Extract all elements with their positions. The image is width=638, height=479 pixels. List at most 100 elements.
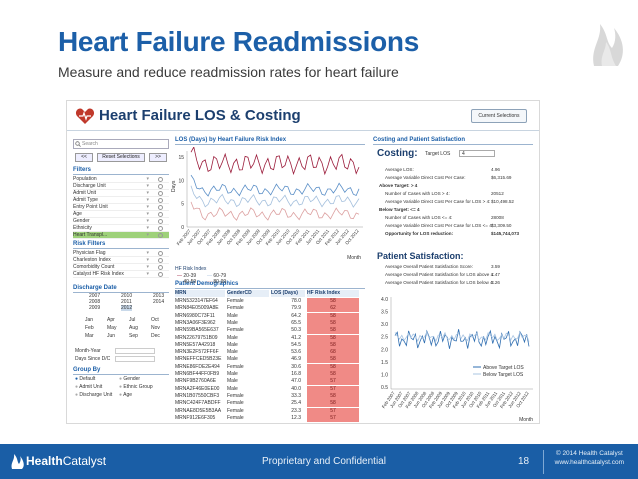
website-link[interactable]: www.healthcatalyst.com: [554, 459, 624, 466]
group-by-option[interactable]: ● Gender: [119, 376, 140, 382]
month-option[interactable]: Jan: [85, 317, 94, 323]
group-by-option[interactable]: ● Default: [75, 376, 95, 382]
legend-label: Above Target LOS: [483, 365, 524, 371]
current-selections-button[interactable]: Current Selections: [471, 109, 527, 123]
chevron-down-icon[interactable]: ▾: [146, 257, 149, 263]
satisfaction-value: 3.59: [491, 264, 500, 269]
radio-icon[interactable]: [158, 233, 163, 238]
radio-icon[interactable]: [158, 265, 163, 270]
month-option[interactable]: Dec: [151, 333, 160, 339]
filter-row[interactable]: Ethnicity ▾: [73, 225, 169, 232]
radio-icon[interactable]: [158, 184, 163, 189]
risk-filter-row[interactable]: Charleston Index ▾: [73, 257, 169, 264]
year-option[interactable]: 2007: [89, 293, 101, 299]
year-option[interactable]: 2013: [153, 293, 165, 299]
risk-filter-row[interactable]: Comorbidity Count ▾: [73, 264, 169, 271]
radio-icon[interactable]: [158, 205, 163, 210]
month-option[interactable]: Sep: [129, 333, 138, 339]
forward-button[interactable]: >>: [149, 153, 167, 162]
legend-label: 20-39: [183, 273, 197, 279]
radio-icon: ●: [75, 392, 80, 398]
costing-header: Costing and Patient Satisfaction: [373, 137, 533, 145]
los-series-line: [190, 185, 360, 208]
month-option[interactable]: Apr: [107, 317, 115, 323]
month-option[interactable]: Aug: [129, 325, 138, 331]
costing-label: Number of Cases with LOS > 4:: [385, 191, 450, 196]
risk-filter-label: Physician Flag: [73, 250, 106, 256]
radio-icon[interactable]: [158, 251, 163, 256]
radio-icon[interactable]: [158, 219, 163, 224]
chevron-down-icon[interactable]: ▾: [146, 271, 149, 277]
chevron-down-icon[interactable]: ▾: [146, 232, 149, 238]
month-year-field[interactable]: [115, 348, 155, 354]
search-input[interactable]: Search: [73, 139, 169, 149]
filter-row[interactable]: Admit Unit ▾: [73, 190, 169, 197]
risk-filter-row[interactable]: Physician Flag ▾: [73, 250, 169, 257]
year-option[interactable]: 2011: [121, 299, 132, 305]
table-header[interactable]: HF Risk Index: [307, 290, 359, 297]
radio-icon[interactable]: [158, 212, 163, 217]
table-cell: MRN84E05009A8E: [175, 305, 219, 312]
y-tick-label: 1.5: [381, 360, 388, 366]
risk-filter-row[interactable]: Catalyst HF Risk Index ▾: [73, 271, 169, 278]
chevron-down-icon[interactable]: ▾: [146, 176, 149, 182]
satisfaction-label: Average Overall Patient Satisfaction for…: [385, 272, 495, 277]
month-option[interactable]: Jul: [129, 317, 136, 323]
target-los-input[interactable]: 4: [459, 150, 495, 157]
radio-icon[interactable]: [158, 177, 163, 182]
chevron-down-icon[interactable]: ▾: [146, 190, 149, 196]
table-cell: 58: [307, 371, 359, 378]
table-cell: 65.5: [291, 319, 301, 326]
month-option[interactable]: Feb: [85, 325, 94, 331]
chevron-down-icon[interactable]: ▾: [146, 218, 149, 224]
year-option[interactable]: 2008: [89, 299, 101, 305]
y-tick-label: 3.0: [381, 322, 388, 328]
filter-row[interactable]: Discharge Unit ▾: [73, 183, 169, 190]
filter-row[interactable]: Heart Transpl... ▾: [73, 232, 169, 239]
radio-icon[interactable]: [158, 191, 163, 196]
radio-icon[interactable]: [158, 258, 163, 263]
year-option[interactable]: 2010: [121, 293, 133, 299]
table-header[interactable]: LOS (Days): [271, 290, 305, 297]
chevron-down-icon[interactable]: ▾: [146, 225, 149, 231]
chevron-down-icon[interactable]: ▾: [146, 183, 149, 189]
table-cell: Female: [227, 392, 244, 399]
month-option[interactable]: Mar: [85, 333, 94, 339]
table-cell: 58: [307, 312, 359, 320]
reset-selections-button[interactable]: Reset Selections: [97, 153, 145, 162]
chevron-down-icon[interactable]: ▾: [146, 211, 149, 217]
confidential-label: Proprietary and Confidential: [262, 456, 386, 467]
costing-label: Below Target: <= 4: [379, 207, 420, 212]
month-option[interactable]: May: [107, 325, 117, 331]
radio-icon[interactable]: [158, 272, 163, 277]
chevron-down-icon[interactable]: ▾: [146, 250, 149, 256]
filter-row[interactable]: Age ▾: [73, 211, 169, 218]
chevron-down-icon[interactable]: ▾: [146, 197, 149, 203]
x-axis-label: Month: [347, 255, 361, 261]
legend-label: Below Target LOS: [483, 372, 524, 378]
year-option[interactable]: 2014: [153, 299, 165, 305]
satisfaction-label: Average Overall Patient Satisfaction for…: [385, 280, 494, 285]
filter-row[interactable]: Entry Point Unit ▾: [73, 204, 169, 211]
table-header[interactable]: MRN: [175, 290, 225, 297]
chevron-down-icon[interactable]: ▾: [146, 204, 149, 210]
days-since-field[interactable]: [115, 356, 155, 362]
radio-icon[interactable]: [158, 198, 163, 203]
filter-row[interactable]: Gender ▾: [73, 218, 169, 225]
month-option[interactable]: Jun: [107, 333, 116, 339]
radio-icon[interactable]: [158, 226, 163, 231]
month-option[interactable]: Oct: [151, 317, 159, 323]
filter-row[interactable]: Population ▾: [73, 176, 169, 183]
group-by-option[interactable]: ● Age: [119, 392, 132, 398]
table-header[interactable]: GenderCD: [227, 290, 269, 297]
year-option[interactable]: 2012: [121, 305, 133, 311]
filter-row[interactable]: Admit Type ▾: [73, 197, 169, 204]
group-by-option[interactable]: ● Admit Unit: [75, 384, 102, 390]
year-option[interactable]: 2009: [89, 305, 101, 311]
chevron-down-icon[interactable]: ▾: [146, 264, 149, 270]
group-by-option[interactable]: ● Discharge Unit: [75, 392, 112, 398]
group-by-option[interactable]: ● Ethnic Group: [119, 384, 153, 390]
month-option[interactable]: Nov: [151, 325, 160, 331]
back-button[interactable]: <<: [75, 153, 93, 162]
costing-title: Costing:: [377, 148, 418, 159]
